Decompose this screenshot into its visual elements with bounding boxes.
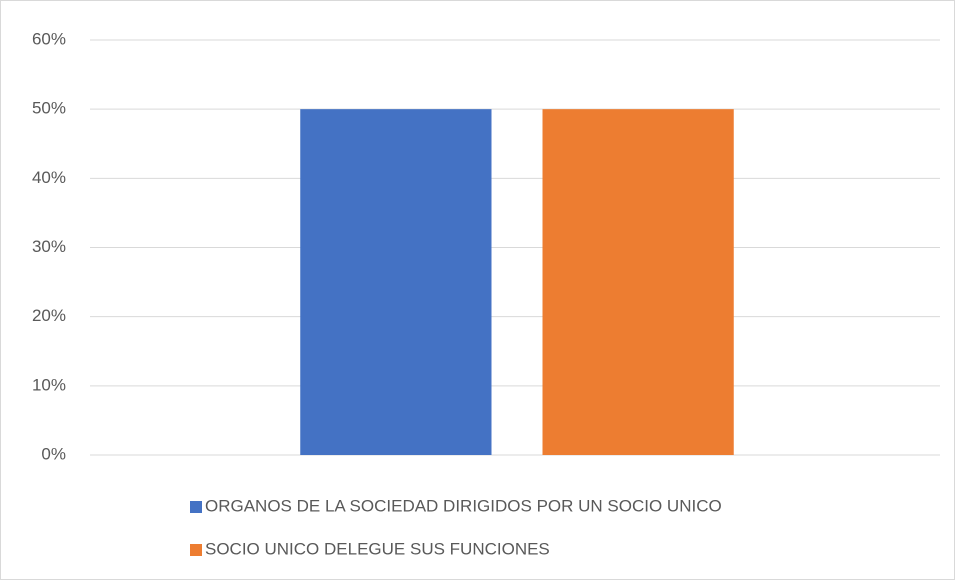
legend-swatch	[190, 544, 202, 556]
y-tick-label: 60%	[32, 29, 66, 48]
y-tick-label: 20%	[32, 306, 66, 325]
legend-swatch	[190, 501, 202, 513]
legend-label: ORGANOS DE LA SOCIEDAD DIRIGIDOS POR UN …	[205, 496, 722, 515]
y-tick-label: 10%	[32, 375, 66, 394]
y-tick-label: 0%	[41, 444, 66, 463]
bar	[300, 109, 492, 456]
y-tick-label: 30%	[32, 237, 66, 256]
legend-label: SOCIO UNICO DELEGUE SUS FUNCIONES	[205, 539, 550, 558]
y-tick-label: 40%	[32, 168, 66, 187]
y-tick-label: 50%	[32, 99, 66, 118]
bar	[542, 109, 734, 456]
